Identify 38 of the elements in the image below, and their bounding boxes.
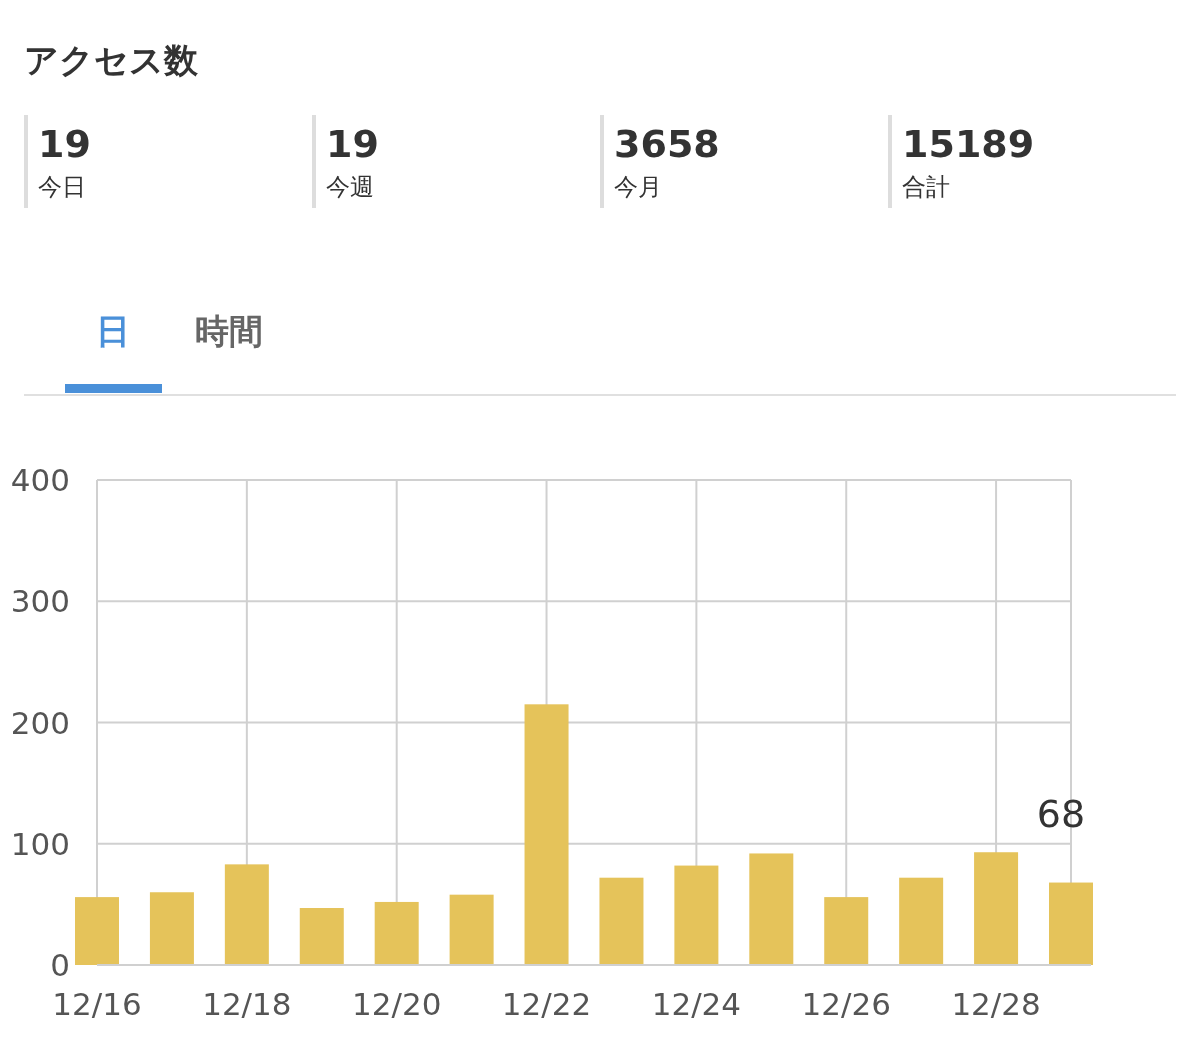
bar [599, 877, 644, 965]
bar [824, 897, 869, 965]
text: 今日 [38, 173, 86, 201]
bar [674, 865, 719, 965]
x-tick-label: 12/16 [52, 986, 142, 1022]
y-tick-label: 300 [10, 583, 70, 620]
text: 合計 [902, 173, 950, 201]
bar [899, 877, 944, 965]
text: 3658 [614, 122, 720, 166]
x-tick-label: 12/28 [951, 986, 1041, 1022]
bar [974, 852, 1019, 965]
x-tick-label: 12/20 [352, 986, 442, 1022]
bar [1049, 882, 1093, 965]
y-tick-label: 100 [10, 825, 70, 862]
y-tick-label: 400 [10, 462, 70, 498]
bar [75, 897, 119, 965]
text: 19 [38, 122, 91, 166]
bar [524, 704, 569, 965]
bar [749, 853, 794, 965]
text: 日 [96, 311, 130, 351]
bar [149, 892, 194, 965]
x-tick-label: 12/18 [202, 986, 292, 1022]
text: 19 [326, 122, 379, 166]
text: 今週 [326, 173, 374, 201]
x-tick-label: 12/26 [801, 986, 891, 1022]
x-tick-label: 12/24 [651, 986, 742, 1022]
text: 今月 [614, 173, 662, 201]
bar [224, 864, 269, 965]
text: 時間 [195, 311, 263, 351]
bar [374, 901, 419, 965]
bar [449, 894, 494, 965]
x-tick-label: 12/22 [501, 986, 592, 1022]
y-tick-label: 200 [10, 704, 70, 741]
text: アクセス数 [24, 40, 199, 80]
bar [299, 908, 344, 965]
text: 15189 [902, 122, 1035, 166]
data-label: 68 [1036, 791, 1086, 836]
y-tick-label: 0 [50, 947, 70, 983]
